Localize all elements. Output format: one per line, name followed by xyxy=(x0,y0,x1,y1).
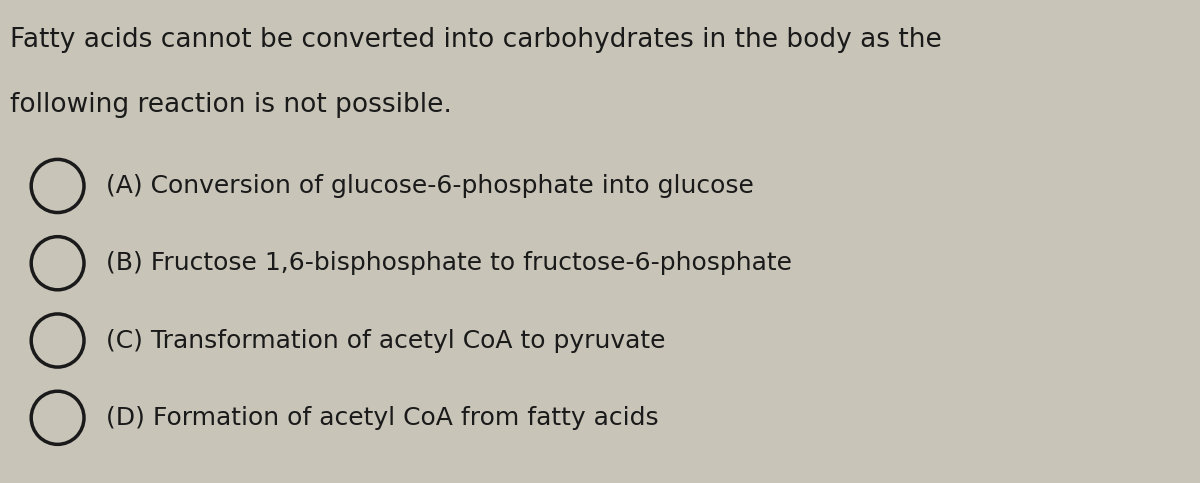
Text: (D) Formation of acetyl CoA from fatty acids: (D) Formation of acetyl CoA from fatty a… xyxy=(106,406,659,430)
Text: (B) Fructose 1,6-bisphosphate to fructose-6-phosphate: (B) Fructose 1,6-bisphosphate to fructos… xyxy=(106,251,792,275)
Text: following reaction is not possible.: following reaction is not possible. xyxy=(10,92,451,118)
Text: Fatty acids cannot be converted into carbohydrates in the body as the: Fatty acids cannot be converted into car… xyxy=(10,27,941,53)
Text: (C) Transformation of acetyl CoA to pyruvate: (C) Transformation of acetyl CoA to pyru… xyxy=(106,328,665,353)
Text: (A) Conversion of glucose-6-phosphate into glucose: (A) Conversion of glucose-6-phosphate in… xyxy=(106,174,754,198)
